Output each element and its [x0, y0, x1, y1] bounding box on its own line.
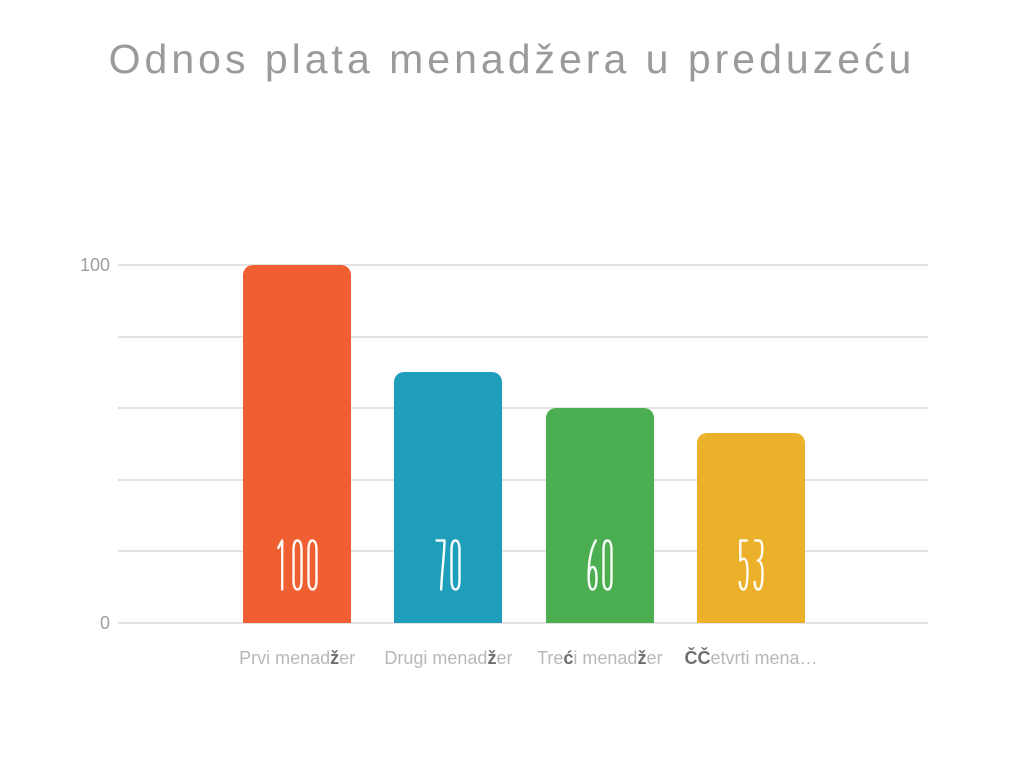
gridline: [118, 622, 928, 624]
chart-title: Odnos plata menadžera u preduzeću: [108, 36, 916, 82]
category-label: Treći menadžer: [515, 648, 685, 670]
bar-value-label: [697, 537, 805, 593]
category-label-fallback-glyph: ć: [563, 648, 574, 668]
bar-value-digits: [587, 539, 613, 591]
category-label-text: Drugi menad: [384, 648, 488, 668]
category-label-text: Prvi menad: [239, 648, 331, 668]
category-label-text: Tre: [537, 648, 564, 668]
category-label-fallback-glyph: ČČ: [684, 648, 711, 668]
category-label-text: er: [646, 648, 663, 668]
bar-value-digits: [435, 539, 462, 591]
category-label-fallback-glyph: ž: [487, 648, 497, 668]
bar-value-label: [394, 537, 502, 593]
gridline: [118, 264, 928, 266]
category-label-text: etvrti mena…: [710, 648, 818, 668]
gridline: [118, 335, 928, 338]
bar-2[interactable]: [394, 372, 503, 623]
y-tick-label: 0: [99, 613, 110, 633]
bar-3[interactable]: [545, 408, 654, 623]
bar-4[interactable]: [697, 433, 806, 623]
bar-value-digits: [276, 539, 318, 591]
category-label: ČČetvrti mena…: [666, 648, 836, 670]
gridline: [118, 550, 928, 553]
category-label-text: i menad: [573, 648, 638, 668]
category-label-text: er: [339, 648, 356, 668]
category-label-fallback-glyph: ž: [330, 648, 340, 668]
bar-1[interactable]: [243, 265, 352, 623]
bar-value-digits: [738, 539, 764, 591]
y-tick-label: 100: [79, 255, 110, 275]
category-label: Prvi menadžer: [212, 648, 382, 670]
plot-area: 100 0 Prvi menadžer Drugi menadžer Treći men…: [80, 256, 928, 668]
category-label-text: er: [496, 648, 513, 668]
category-label: Drugi menadžer: [363, 648, 533, 670]
gridline: [118, 407, 928, 410]
gridline: [118, 478, 928, 481]
bar-value-label: [243, 537, 351, 593]
category-label-fallback-glyph: ž: [637, 648, 647, 668]
bar-value-label: [546, 537, 654, 593]
